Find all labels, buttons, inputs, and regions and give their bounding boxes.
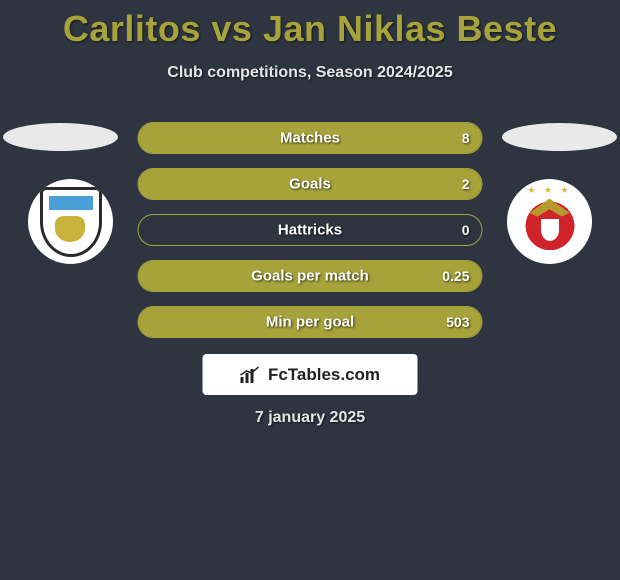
stats-panel: Matches 8 Goals 2 Hattricks 0 Goals per … <box>138 122 483 352</box>
page-title: Carlitos vs Jan Niklas Beste <box>0 0 620 50</box>
date-text: 7 january 2025 <box>255 409 365 427</box>
benfica-stars-icon: ★ ★ ★ <box>511 185 589 196</box>
stat-label: Hattricks <box>278 222 342 239</box>
club-badge-right: ★ ★ ★ <box>507 179 592 264</box>
stat-row-gpm: Goals per match 0.25 <box>138 260 483 292</box>
stat-right-value: 2 <box>462 176 470 192</box>
stat-right-value: 503 <box>446 314 469 330</box>
club-badge-left <box>28 179 113 264</box>
stat-row-goals: Goals 2 <box>138 168 483 200</box>
attribution-text: FcTables.com <box>268 365 380 385</box>
stat-right-value: 0.25 <box>442 268 469 284</box>
stat-row-mpg: Min per goal 503 <box>138 306 483 338</box>
stat-label: Goals per match <box>251 268 369 285</box>
stat-label: Matches <box>280 130 340 147</box>
benfica-logo-icon: ★ ★ ★ <box>511 183 589 261</box>
stat-row-hattricks: Hattricks 0 <box>138 214 483 246</box>
scf-logo-icon <box>40 187 102 257</box>
stat-right-value: 0 <box>462 222 470 238</box>
stat-label: Goals <box>289 176 331 193</box>
player-left-photo <box>3 123 118 151</box>
stat-right-value: 8 <box>462 130 470 146</box>
benfica-shield-icon <box>539 217 561 243</box>
subtitle: Club competitions, Season 2024/2025 <box>0 64 620 82</box>
bar-chart-icon <box>240 366 262 384</box>
player-right-photo <box>502 123 617 151</box>
stat-label: Min per goal <box>266 314 354 331</box>
benfica-eagle-icon <box>530 199 570 217</box>
stat-row-matches: Matches 8 <box>138 122 483 154</box>
attribution-badge[interactable]: FcTables.com <box>203 354 418 395</box>
